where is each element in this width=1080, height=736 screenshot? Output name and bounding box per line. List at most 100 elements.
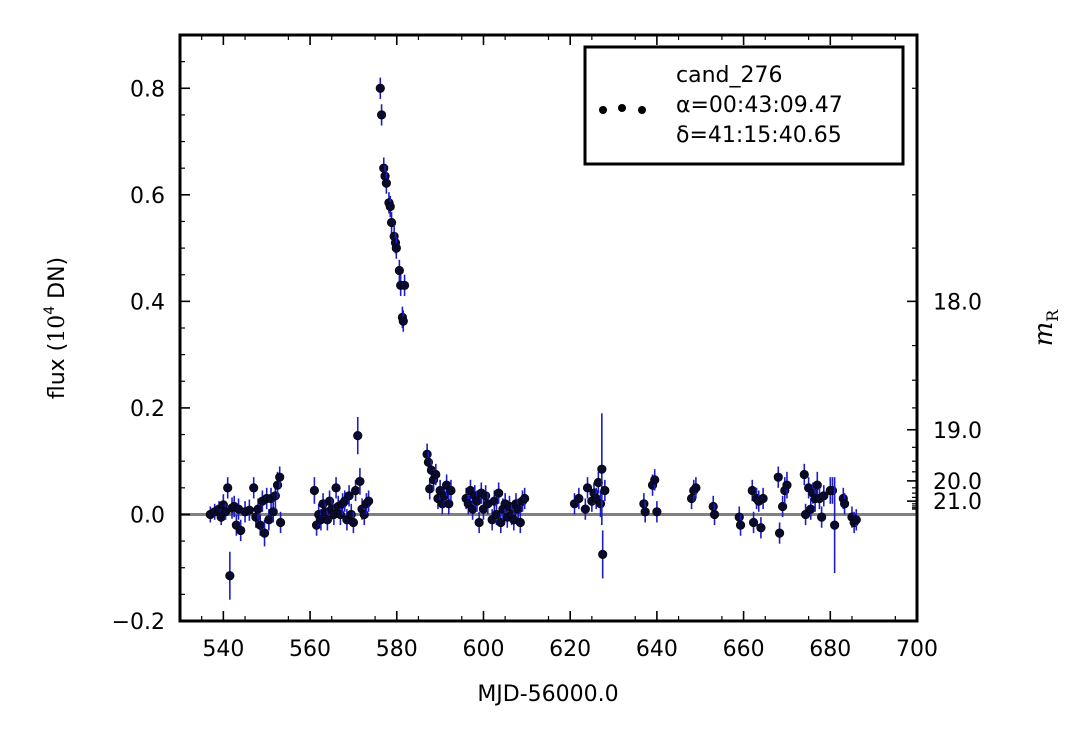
data-point xyxy=(444,493,454,515)
data-point xyxy=(778,495,788,518)
data-point xyxy=(600,479,610,502)
data-marker xyxy=(359,509,369,520)
y-tick-label: −0.2 xyxy=(112,610,165,635)
data-marker xyxy=(398,316,408,326)
legend-name: cand_276 xyxy=(676,63,782,88)
data-point xyxy=(376,104,387,126)
data-point xyxy=(350,479,361,502)
data-marker xyxy=(268,507,278,517)
data-marker xyxy=(474,517,484,528)
data-point xyxy=(353,416,363,455)
data-marker xyxy=(827,485,838,496)
data-marker xyxy=(275,472,285,482)
data-point xyxy=(593,471,603,494)
data-point xyxy=(309,477,319,504)
data-marker xyxy=(494,488,504,498)
mag-tick-label: 20.0 xyxy=(933,470,982,495)
data-marker xyxy=(223,483,233,493)
data-point xyxy=(446,479,456,502)
data-marker xyxy=(431,469,441,480)
data-point xyxy=(344,485,354,507)
data-marker xyxy=(595,499,606,509)
data-point xyxy=(398,310,408,332)
data-point xyxy=(223,477,233,499)
data-point xyxy=(494,482,504,504)
legend: cand_276 α=00:43:09.47 δ=41:15:40.65 xyxy=(583,45,905,166)
legend-marker xyxy=(638,106,646,114)
x-tick-label: 680 xyxy=(809,637,851,662)
data-point xyxy=(363,490,374,512)
legend-box xyxy=(583,45,905,166)
x-tick-label: 620 xyxy=(549,637,591,662)
data-marker xyxy=(259,528,270,538)
data-point xyxy=(799,463,809,486)
data-marker xyxy=(446,485,456,496)
x-tick-label: 600 xyxy=(462,637,504,662)
data-marker xyxy=(574,493,584,504)
data-marker xyxy=(650,475,660,485)
legend-marker xyxy=(618,104,626,112)
data-point xyxy=(249,477,259,499)
data-point xyxy=(331,477,341,499)
data-marker xyxy=(639,499,649,509)
data-marker xyxy=(423,457,434,467)
data-marker xyxy=(251,512,261,522)
data-marker xyxy=(496,517,506,528)
data-point xyxy=(782,471,792,499)
data-marker xyxy=(748,517,759,528)
data-marker xyxy=(344,491,354,501)
data-marker xyxy=(386,217,397,228)
data-point xyxy=(520,487,530,510)
data-point xyxy=(474,511,484,534)
data-marker xyxy=(799,469,809,480)
data-point xyxy=(830,477,840,574)
data-point xyxy=(817,506,827,528)
data-point xyxy=(574,487,584,510)
data-marker xyxy=(580,504,590,514)
data-marker xyxy=(778,501,788,512)
data-marker xyxy=(600,485,610,496)
data-marker xyxy=(472,496,482,506)
data-point xyxy=(773,466,783,488)
data-point xyxy=(496,511,506,534)
y-tick-label: 0.4 xyxy=(130,290,165,315)
data-marker xyxy=(350,485,361,496)
data-point xyxy=(348,511,359,534)
x-tick-label: 700 xyxy=(896,637,938,662)
data-marker xyxy=(236,525,246,536)
data-point xyxy=(840,493,850,515)
x-tick-label: 560 xyxy=(289,637,331,662)
data-point xyxy=(515,511,525,534)
data-point xyxy=(758,487,768,510)
data-point xyxy=(225,551,235,600)
data-marker xyxy=(817,512,827,522)
plot-area xyxy=(180,77,917,600)
data-marker xyxy=(253,504,263,514)
y-tick-label: 0.8 xyxy=(130,77,165,102)
x-axis-label: MJD-56000.0 xyxy=(477,682,618,707)
data-point xyxy=(595,490,606,518)
data-point xyxy=(691,477,701,499)
y-axis-label: flux (104 DN) xyxy=(42,257,70,399)
data-point xyxy=(386,211,397,234)
data-marker xyxy=(422,449,432,459)
data-marker xyxy=(481,491,491,501)
x-tick-label: 640 xyxy=(636,637,678,662)
data-point xyxy=(375,77,385,99)
data-point xyxy=(756,517,766,539)
data-point xyxy=(812,471,822,499)
mag-tick-label: 21.0 xyxy=(933,490,982,515)
y-tick-label: 0.2 xyxy=(130,397,165,422)
mag-tick-label: 18.0 xyxy=(933,290,982,315)
data-marker xyxy=(225,571,235,581)
data-point xyxy=(640,501,650,523)
data-marker xyxy=(773,472,783,482)
x-tick-label: 580 xyxy=(376,637,418,662)
data-point xyxy=(275,466,285,488)
data-marker xyxy=(391,243,401,253)
data-point xyxy=(597,413,607,526)
data-point xyxy=(598,530,608,579)
data-marker xyxy=(249,483,259,493)
data-marker xyxy=(774,528,785,538)
